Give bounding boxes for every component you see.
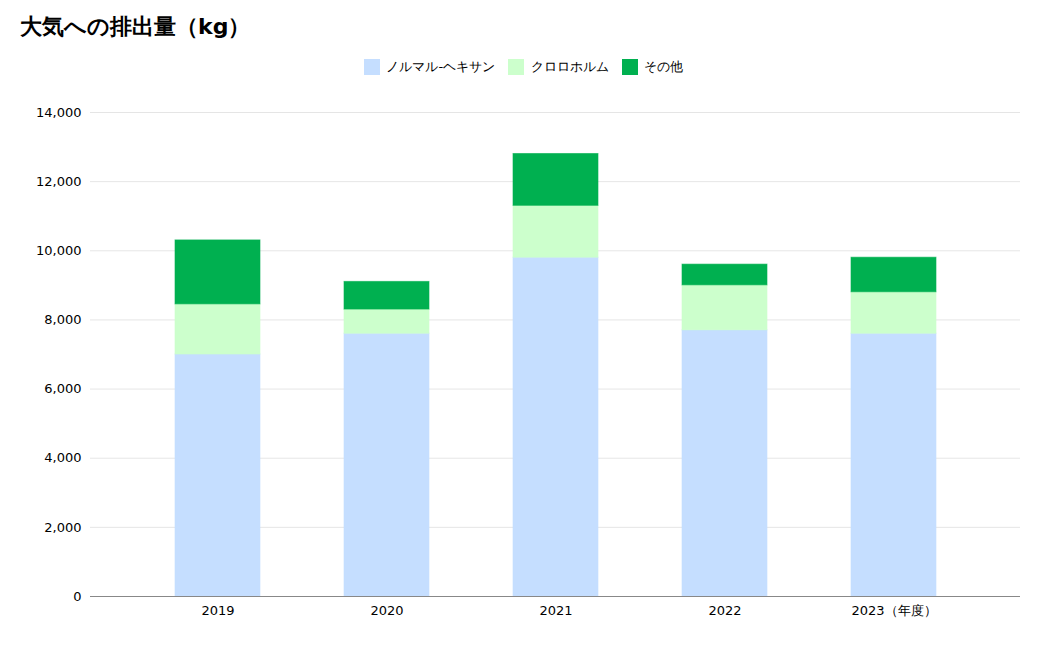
svg-text:6,000: 6,000 (44, 381, 81, 396)
svg-text:2021: 2021 (539, 602, 572, 617)
svg-text:0: 0 (73, 588, 81, 603)
html-text:大気への排出量（kg）: 大気への排出量（kg） (20, 14, 251, 39)
html-text:その他: その他 (644, 58, 684, 74)
svg-text:4,000: 4,000 (44, 450, 81, 465)
svg-text:12,000: 12,000 (36, 173, 82, 188)
html-text:クロロホルム: クロロホルム (530, 58, 609, 74)
svg-text:2022: 2022 (708, 602, 741, 617)
svg-text:8,000: 8,000 (44, 312, 81, 327)
svg-text:2023（年度）: 2023（年度） (851, 602, 936, 617)
svg-text:2,000: 2,000 (44, 519, 81, 534)
svg-text:10,000: 10,000 (36, 242, 82, 257)
html-text:ノルマル-ヘキサン: ノルマル-ヘキサン (386, 58, 496, 74)
svg-text:2020: 2020 (370, 602, 403, 617)
svg-text:2019: 2019 (201, 602, 234, 617)
svg-text:14,000: 14,000 (36, 104, 82, 119)
